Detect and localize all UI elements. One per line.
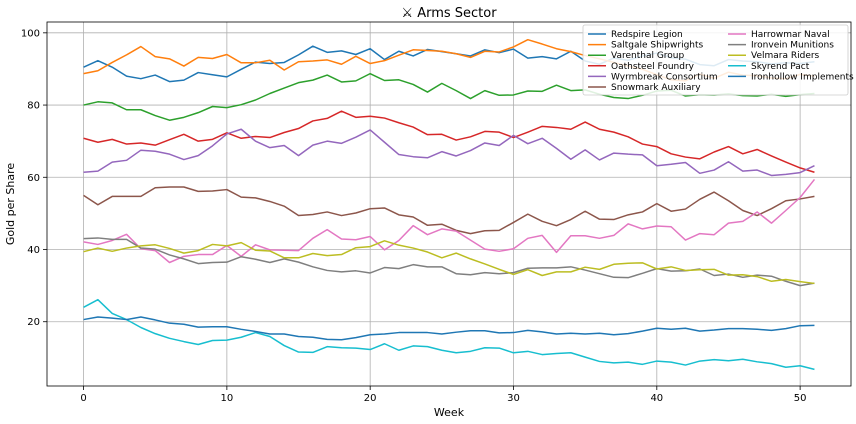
chart-title: ⚔ Arms Sector bbox=[401, 6, 497, 21]
legend-label: Redspire Legion bbox=[611, 30, 683, 40]
y-tick-label: 40 bbox=[27, 245, 40, 256]
series-layer bbox=[83, 38, 816, 371]
x-tick-label: 20 bbox=[364, 393, 377, 404]
legend-label: Skyrend Pact bbox=[751, 62, 810, 72]
y-tick-label: 20 bbox=[27, 317, 40, 328]
x-axis-label: Week bbox=[434, 406, 465, 419]
legend-box bbox=[582, 24, 849, 96]
series-line-snowmark-auxiliary bbox=[83, 186, 815, 235]
y-axis-label: Gold per Share bbox=[4, 163, 17, 246]
y-tick-label: 60 bbox=[27, 173, 40, 184]
series-line-skyrend-pact bbox=[83, 298, 815, 371]
legend-label: Varenthal Group bbox=[611, 51, 685, 61]
series-line-harrowmar-naval bbox=[83, 178, 816, 264]
legend-label: Snowmark Auxiliary bbox=[611, 83, 701, 93]
series-line-oathsteel-foundry bbox=[83, 110, 815, 173]
series-line-ironhollow-implements bbox=[83, 316, 815, 341]
x-tick-label: 50 bbox=[794, 393, 807, 404]
legend-label: Saltgale Shipwrights bbox=[611, 41, 704, 51]
x-tick-label: 40 bbox=[650, 393, 663, 404]
legend-label: Velmara Riders bbox=[751, 51, 820, 61]
legend-label: Harrowmar Naval bbox=[751, 30, 830, 40]
y-tick-label: 80 bbox=[27, 101, 40, 112]
legend-label: Oathsteel Foundry bbox=[611, 62, 695, 72]
y-tick-label: 100 bbox=[21, 28, 40, 39]
plot-frame bbox=[46, 21, 852, 387]
legend-label: Ironvein Munitions bbox=[751, 41, 834, 51]
x-tick-label: 10 bbox=[220, 393, 233, 404]
series-line-wyrmbreak-consortium bbox=[83, 128, 815, 177]
series-line-velmara-riders bbox=[83, 240, 815, 285]
legend-label: Ironhollow Implements bbox=[751, 72, 854, 82]
x-tick-label: 0 bbox=[80, 393, 86, 404]
x-tick-label: 30 bbox=[507, 393, 520, 404]
y-axis: 20 40 60 80 100 bbox=[21, 28, 47, 328]
legend-label: Wyrmbreak Consortium bbox=[611, 72, 718, 82]
x-axis: 0 10 20 30 40 50 bbox=[80, 386, 806, 404]
